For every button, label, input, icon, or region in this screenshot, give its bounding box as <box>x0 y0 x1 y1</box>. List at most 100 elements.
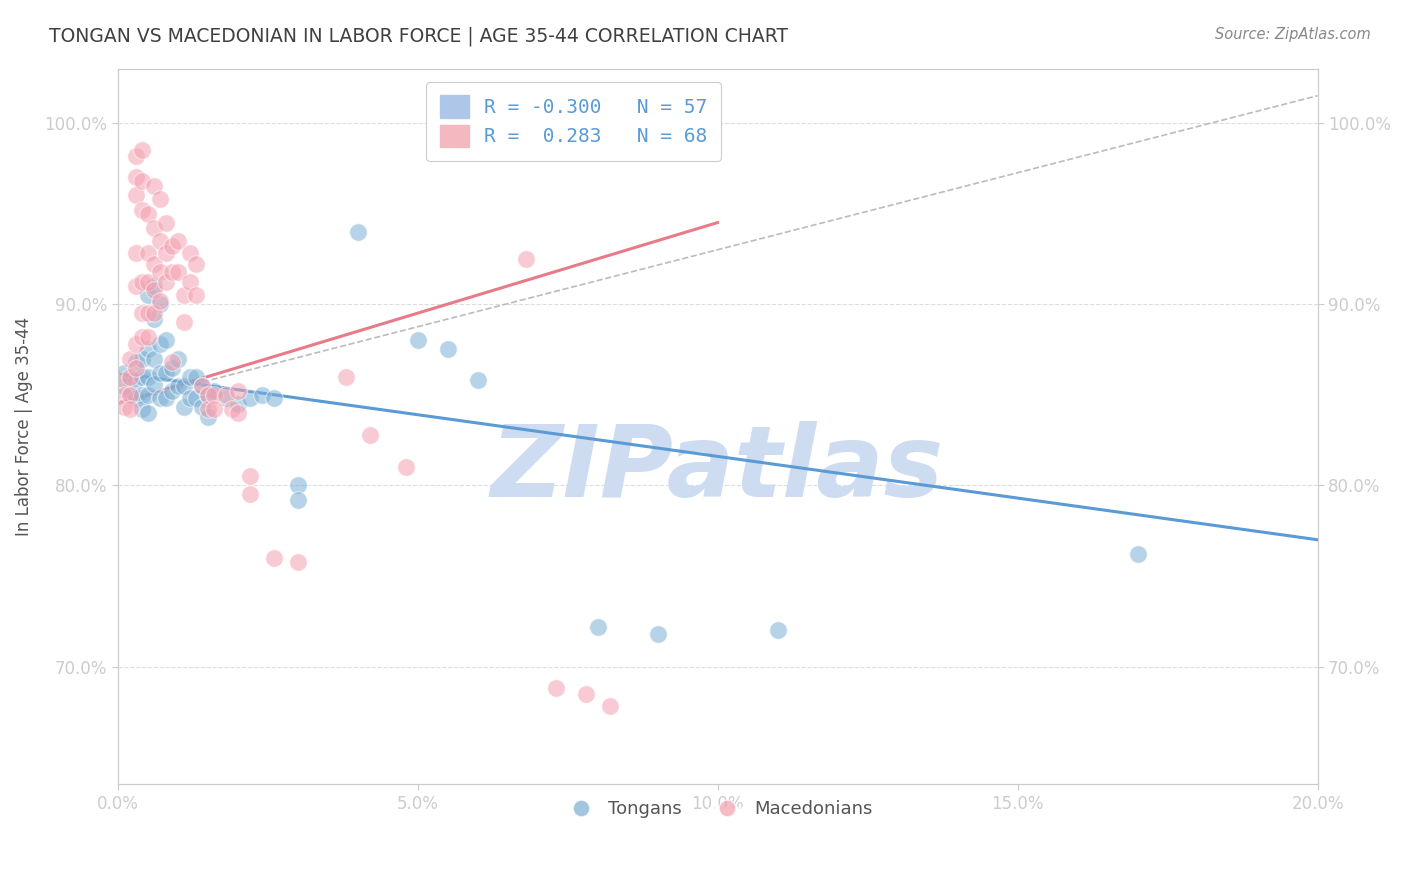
Point <box>148 264 170 278</box>
Point <box>118 388 141 402</box>
Y-axis label: In Labor Force | Age 35-44: In Labor Force | Age 35-44 <box>15 317 32 536</box>
Point <box>112 388 135 402</box>
Point <box>226 384 249 398</box>
Point <box>238 487 260 501</box>
Point <box>155 246 177 260</box>
Point <box>136 369 159 384</box>
Point <box>155 334 177 348</box>
Point <box>184 369 207 384</box>
Point <box>112 401 135 415</box>
Point <box>346 225 368 239</box>
Point <box>226 406 249 420</box>
Point <box>166 378 188 392</box>
Point <box>136 246 159 260</box>
Point <box>142 376 165 391</box>
Point <box>131 143 153 157</box>
Point <box>112 373 135 387</box>
Point <box>136 330 159 344</box>
Point <box>184 392 207 406</box>
Point <box>647 627 669 641</box>
Point <box>214 388 236 402</box>
Point <box>148 192 170 206</box>
Point <box>574 687 596 701</box>
Point <box>599 699 621 714</box>
Point <box>118 373 141 387</box>
Text: Source: ZipAtlas.com: Source: ZipAtlas.com <box>1215 27 1371 42</box>
Point <box>190 378 212 392</box>
Point <box>148 337 170 351</box>
Point <box>136 306 159 320</box>
Point <box>131 330 153 344</box>
Point <box>238 469 260 483</box>
Point <box>166 264 188 278</box>
Point <box>142 257 165 271</box>
Point <box>160 384 183 398</box>
Point <box>287 554 309 568</box>
Point <box>142 351 165 366</box>
Point <box>197 402 219 417</box>
Point <box>124 170 146 185</box>
Point <box>394 460 416 475</box>
Point <box>131 306 153 320</box>
Point <box>214 392 236 406</box>
Point <box>184 257 207 271</box>
Point <box>124 337 146 351</box>
Point <box>124 360 146 375</box>
Point <box>173 378 195 392</box>
Point <box>359 427 381 442</box>
Point <box>184 288 207 302</box>
Point <box>131 276 153 290</box>
Point <box>131 402 153 417</box>
Point <box>436 343 458 357</box>
Point <box>406 334 429 348</box>
Point <box>197 388 219 402</box>
Point <box>190 401 212 415</box>
Point <box>148 297 170 311</box>
Point <box>136 276 159 290</box>
Legend: Tongans, Macedonians: Tongans, Macedonians <box>555 793 880 825</box>
Point <box>202 384 225 398</box>
Point <box>136 343 159 357</box>
Point <box>515 252 537 266</box>
Point <box>131 388 153 402</box>
Point <box>136 288 159 302</box>
Text: ZIPatlas: ZIPatlas <box>491 421 943 518</box>
Point <box>467 373 489 387</box>
Point <box>190 378 212 392</box>
Point <box>1126 547 1149 561</box>
Point <box>131 351 153 366</box>
Point <box>124 246 146 260</box>
Point <box>136 388 159 402</box>
Point <box>197 409 219 424</box>
Point <box>179 392 201 406</box>
Point <box>173 401 195 415</box>
Point <box>586 620 609 634</box>
Point <box>155 366 177 380</box>
Point <box>142 283 165 297</box>
Point <box>250 388 273 402</box>
Point <box>136 406 159 420</box>
Point <box>118 402 141 417</box>
Point <box>179 369 201 384</box>
Point <box>142 179 165 194</box>
Point <box>544 681 567 696</box>
Point <box>124 279 146 293</box>
Point <box>142 306 165 320</box>
Point <box>238 392 260 406</box>
Point <box>118 369 141 384</box>
Text: TONGAN VS MACEDONIAN IN LABOR FORCE | AGE 35-44 CORRELATION CHART: TONGAN VS MACEDONIAN IN LABOR FORCE | AG… <box>49 27 789 46</box>
Point <box>263 392 285 406</box>
Point <box>142 221 165 235</box>
Point <box>226 397 249 411</box>
Point <box>155 276 177 290</box>
Point <box>131 174 153 188</box>
Point <box>166 351 188 366</box>
Point <box>173 288 195 302</box>
Point <box>766 624 789 638</box>
Point <box>124 392 146 406</box>
Point <box>148 392 170 406</box>
Point <box>155 392 177 406</box>
Point <box>142 279 165 293</box>
Point <box>118 351 141 366</box>
Point <box>179 276 201 290</box>
